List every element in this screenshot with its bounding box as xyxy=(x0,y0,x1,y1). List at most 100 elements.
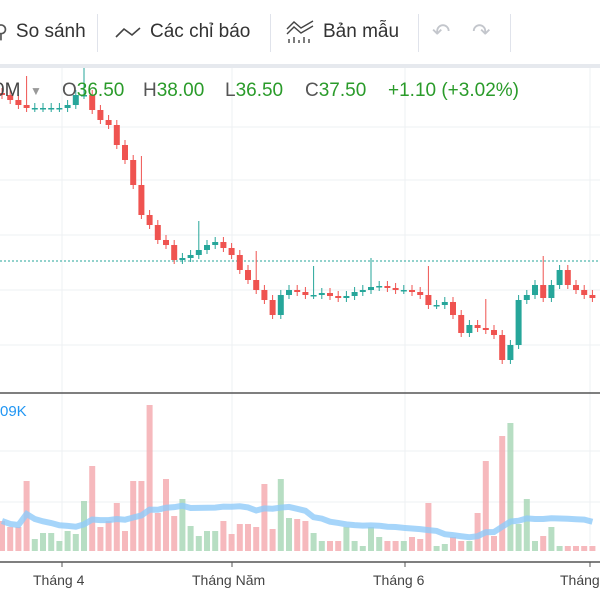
volume-bar xyxy=(204,531,210,551)
candle-body xyxy=(261,290,268,300)
volume-bar xyxy=(327,541,333,551)
candle-body xyxy=(302,292,309,295)
volume-bar xyxy=(425,503,432,551)
candle-body xyxy=(556,270,563,285)
volume-bar xyxy=(7,527,14,551)
redo-button[interactable]: ↷ xyxy=(472,0,490,64)
volume-bar xyxy=(277,479,284,551)
compare-icon: ⚲ xyxy=(0,21,8,43)
volume-bar xyxy=(72,534,79,551)
x-axis-label: Tháng 4 xyxy=(33,572,85,588)
volume-bar xyxy=(564,546,571,551)
volume-bar xyxy=(113,503,120,551)
volume-bar xyxy=(212,531,219,551)
candle-body xyxy=(532,285,538,295)
volume-bar xyxy=(482,461,489,551)
candle-body xyxy=(548,285,555,298)
candle-body xyxy=(163,240,169,245)
candle-body xyxy=(294,290,301,292)
volume-bar xyxy=(556,546,563,551)
divider xyxy=(97,14,98,52)
candle-body xyxy=(409,290,415,292)
candle-body xyxy=(392,288,399,290)
candle-body xyxy=(15,100,22,105)
candle-body xyxy=(515,300,522,345)
volume-bar xyxy=(228,534,235,551)
volume-bar xyxy=(474,513,481,551)
candle-body xyxy=(122,145,128,160)
candle-body xyxy=(335,296,342,298)
candle-body xyxy=(146,215,153,225)
candle-body xyxy=(113,125,120,145)
x-axis-label: Tháng Năm xyxy=(192,572,266,588)
volume-bar xyxy=(56,541,63,551)
candle-body xyxy=(89,95,96,110)
templates-icon xyxy=(286,20,314,43)
candle-body xyxy=(491,330,497,335)
candle-body xyxy=(72,95,79,105)
volume-bar xyxy=(0,521,5,551)
volume-bar xyxy=(581,546,588,551)
candle-body xyxy=(458,315,465,333)
candle-body xyxy=(138,185,145,215)
candle-body xyxy=(48,108,55,110)
candle-body xyxy=(343,296,350,298)
candle-body xyxy=(212,242,219,245)
volume-bar xyxy=(507,423,514,551)
volume-bar xyxy=(376,537,383,551)
volume-bar xyxy=(146,405,153,551)
undo-button[interactable]: ↶ xyxy=(432,0,450,64)
candle-body xyxy=(277,295,284,315)
high-value: 38.00 xyxy=(156,80,205,101)
volume-bar xyxy=(384,541,391,551)
candle-body xyxy=(376,286,383,288)
candle-body xyxy=(499,335,506,360)
volume-bar xyxy=(269,529,276,551)
candle-body xyxy=(269,300,276,315)
candle-body xyxy=(359,290,366,292)
volume-bar xyxy=(573,546,579,551)
volume-bar xyxy=(294,519,301,551)
candle-body xyxy=(187,255,194,258)
volume-bar xyxy=(236,524,243,551)
candle-body xyxy=(425,295,432,305)
x-axis-label: Tháng xyxy=(560,572,600,588)
volume-bar xyxy=(540,536,547,551)
volume-bar xyxy=(163,479,169,551)
x-axis-label: Tháng 6 xyxy=(373,572,425,588)
candle-body xyxy=(589,295,596,298)
price-chart[interactable] xyxy=(0,68,600,600)
candle-body xyxy=(482,328,489,330)
templates-button[interactable]: Bản mẫu xyxy=(285,0,399,64)
volume-bar xyxy=(105,521,112,551)
volume-bar xyxy=(122,531,128,551)
candle-body xyxy=(7,95,14,100)
open-value: 36.50 xyxy=(76,80,125,101)
candle-body xyxy=(64,105,71,108)
compare-button[interactable]: ⚲ So sánh xyxy=(0,0,86,64)
volume-bar xyxy=(31,539,38,551)
volume-bar xyxy=(195,536,202,551)
volume-bar xyxy=(154,513,161,551)
volume-bar xyxy=(302,521,309,551)
interval-selector[interactable]: 0M xyxy=(0,80,21,101)
volume-bar xyxy=(15,527,22,551)
candle-body xyxy=(581,290,588,295)
change-value: +1.10 (+3.02%) xyxy=(388,80,519,101)
candle-body xyxy=(245,270,251,280)
volume-bar xyxy=(179,499,186,551)
volume-bar xyxy=(359,546,366,551)
divider xyxy=(510,14,511,52)
candle-body xyxy=(368,287,374,290)
volume-bar xyxy=(220,521,227,551)
volume-bar xyxy=(335,541,342,551)
chevron-down-icon[interactable]: ▼ xyxy=(30,84,42,98)
candle-body xyxy=(466,325,473,333)
divider xyxy=(418,14,419,52)
volume-bar xyxy=(417,539,424,551)
candle-body xyxy=(195,250,202,255)
volume-bar xyxy=(392,541,399,551)
volume-bar xyxy=(589,546,596,551)
indicators-button[interactable]: Các chỉ báo xyxy=(114,0,250,64)
redo-icon: ↷ xyxy=(472,19,491,44)
